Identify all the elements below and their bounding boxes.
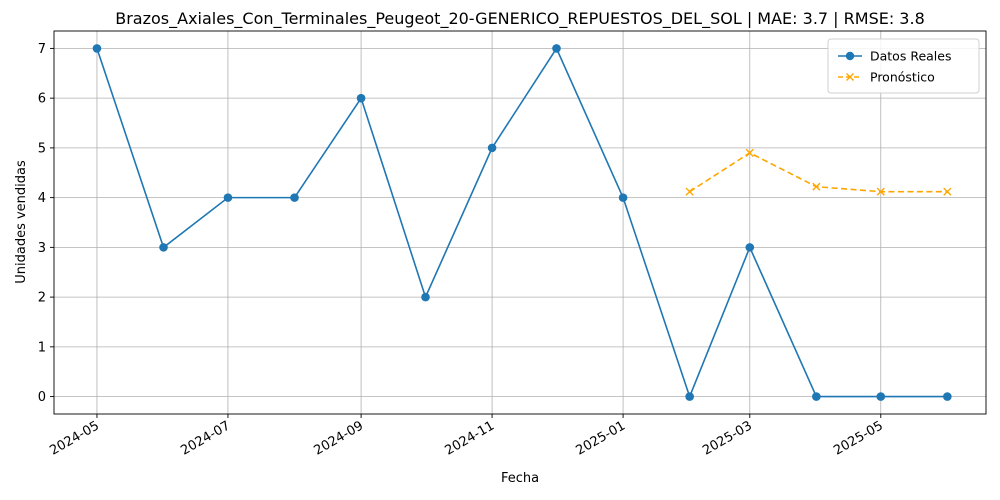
data-point-actual: [618, 193, 628, 202]
data-point-actual: [487, 143, 497, 153]
data-point-forecast: [876, 187, 885, 196]
series-layer: [92, 44, 952, 401]
y-axis-title: Unidades vendidas: [14, 160, 29, 284]
data-point-actual: [290, 193, 299, 202]
y-tick-label: 4: [38, 191, 46, 206]
data-point-actual: [943, 392, 952, 401]
data-point-actual: [685, 392, 694, 401]
y-tick-label: 7: [38, 42, 46, 57]
plot-frame: [53, 30, 987, 415]
legend: Datos Reales Pronóstico: [827, 38, 980, 94]
data-point-forecast: [685, 187, 694, 196]
data-point-forecast: [812, 182, 821, 191]
y-tick-label: 3: [38, 241, 46, 256]
data-point-actual: [552, 44, 561, 53]
data-point-actual: [745, 243, 755, 252]
data-point-actual: [356, 93, 366, 103]
legend-label-forecast: Pronóstico: [870, 70, 935, 85]
data-point-actual: [223, 193, 233, 202]
data-point-actual: [876, 392, 886, 401]
chart-title: Brazos_Axiales_Con_Terminales_Peugeot_20…: [115, 9, 925, 29]
data-point-actual: [812, 392, 821, 401]
legend-box: [827, 38, 980, 94]
data-point-forecast: [943, 187, 952, 196]
y-tick-label: 6: [38, 92, 46, 107]
series-line-actual: [96, 46, 948, 399]
y-tick-label: 5: [38, 141, 46, 156]
y-tick-label: 0: [38, 390, 46, 405]
legend-marker-actual: [845, 51, 855, 61]
x-axis-title: Fecha: [501, 471, 539, 486]
y-tick-label: 2: [38, 291, 46, 306]
legend-marker-forecast: [846, 73, 854, 81]
legend-label-actual: Datos Reales: [870, 49, 951, 64]
data-point-actual: [421, 292, 430, 302]
data-point-forecast: [745, 148, 754, 157]
y-tick-label: 1: [38, 340, 46, 355]
data-point-actual: [92, 44, 102, 53]
data-point-actual: [159, 243, 168, 252]
